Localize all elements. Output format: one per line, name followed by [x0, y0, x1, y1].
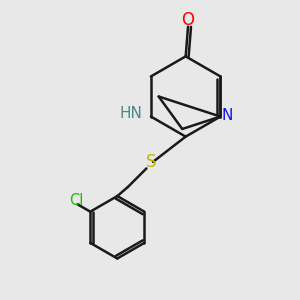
- Text: S: S: [146, 153, 157, 171]
- Text: HN: HN: [120, 106, 142, 121]
- Text: N: N: [221, 108, 233, 123]
- Text: Cl: Cl: [69, 193, 83, 208]
- Text: O: O: [182, 11, 194, 29]
